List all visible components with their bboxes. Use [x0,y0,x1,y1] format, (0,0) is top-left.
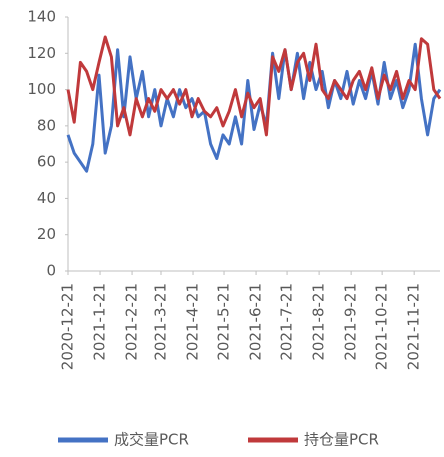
y-tick-label: 60 [37,153,56,171]
x-tick-label: 2021-8-21 [310,283,328,361]
x-tick-label: 2021-6-21 [247,283,265,361]
x-tick-label: 2021-2-21 [123,283,141,361]
x-tick-label: 2021-5-21 [215,283,233,361]
x-tick-label: 2021-10-21 [373,283,391,370]
y-tick-label: 140 [27,8,56,26]
x-tick-label: 2021-7-21 [278,283,296,361]
legend-label: 持仓量PCR [304,431,379,449]
x-tick-label: 2020-12-21 [59,283,77,370]
legend-label: 成交量PCR [114,431,189,449]
y-tick-label: 20 [37,225,56,243]
x-tick-label: 2021-9-21 [342,283,360,361]
y-tick-label: 40 [37,189,56,207]
y-tick-label: 120 [27,44,56,62]
y-tick-label: 100 [27,80,56,98]
x-tick-label: 2021-3-21 [152,283,170,361]
series-line [66,35,442,137]
y-tick-label: 0 [46,262,56,280]
y-tick-label: 80 [37,116,56,134]
x-tick-label: 2021-11-21 [405,283,423,370]
x-tick-label: 2021-1-21 [91,283,109,361]
series-line [66,42,442,173]
x-tick-label: 2021-4-21 [184,283,202,361]
